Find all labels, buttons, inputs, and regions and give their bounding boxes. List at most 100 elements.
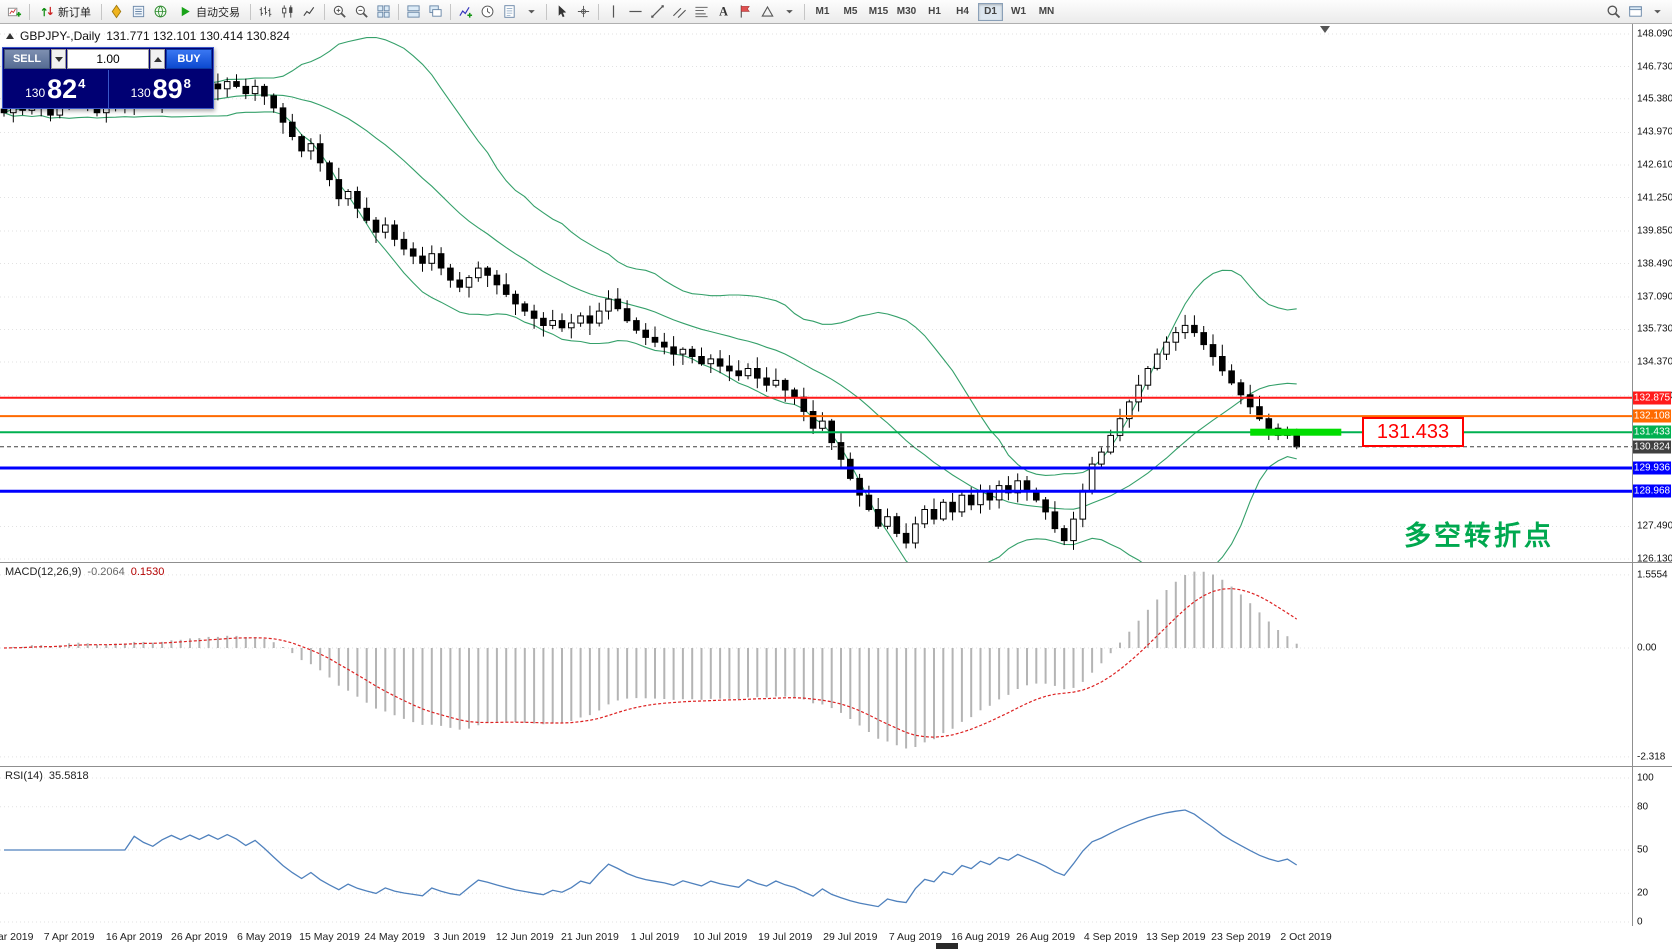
depth-button[interactable]: [128, 2, 149, 22]
turning-point-annotation: 多空转折点: [1404, 521, 1554, 551]
shapes-icon: [760, 4, 775, 19]
panel-splitter-macd[interactable]: [0, 562, 1672, 563]
price-level-label: 129.936: [1633, 461, 1671, 475]
caret-button[interactable]: [521, 2, 542, 22]
arrange-button[interactable]: [403, 2, 424, 22]
fibo-icon: [694, 4, 709, 19]
caret-icon: [1650, 4, 1665, 19]
bars-button[interactable]: [255, 2, 276, 22]
price-axis-tick: 126.130: [1637, 553, 1672, 565]
volume-input[interactable]: [67, 49, 149, 69]
templates-button[interactable]: [499, 2, 520, 22]
crosshair-button[interactable]: [573, 2, 594, 22]
timeframe-m1-button[interactable]: M1: [815, 6, 830, 17]
price-level-callout: 131.433: [1362, 417, 1464, 448]
trendline-button[interactable]: [647, 2, 668, 22]
volume-increase-button[interactable]: [150, 49, 165, 69]
buy-price-display[interactable]: 130 89 8: [130, 73, 191, 104]
toolbar-separator: [250, 3, 251, 20]
price-axis-tick: 134.370: [1637, 356, 1672, 368]
toolbar-separator: [29, 3, 30, 20]
timeframe-mn-button[interactable]: MN: [1038, 6, 1055, 17]
chart-shift-marker-icon[interactable]: [1320, 26, 1330, 33]
volume-decrease-button[interactable]: [51, 49, 66, 69]
caret-up-icon: [153, 56, 162, 62]
timeframe-d1-button[interactable]: D1: [978, 2, 1003, 21]
candles-icon: [280, 4, 295, 19]
price-axis-tick: 143.970: [1637, 126, 1672, 138]
rsi-canvas[interactable]: [0, 766, 1672, 926]
date-axis-label: 6 May 2019: [236, 931, 292, 943]
date-axis-label: 7 Aug 2019: [888, 931, 942, 943]
timeframe-h1-button[interactable]: H1: [928, 6, 941, 17]
toolbar-separator: [598, 3, 599, 20]
workspace-button[interactable]: [1625, 2, 1646, 22]
date-axis-label: 4 Sep 2019: [1083, 931, 1138, 943]
shapes-button[interactable]: [757, 2, 778, 22]
price-axis-tick: 148.090: [1637, 28, 1672, 40]
text-icon: A: [716, 4, 731, 19]
zoom-out-button[interactable]: [351, 2, 372, 22]
channel-button[interactable]: [669, 2, 690, 22]
price-level-label: 132.875: [1633, 391, 1671, 405]
date-axis-label: 1 Jul 2019: [630, 931, 680, 943]
zoom-out-icon: [354, 4, 369, 19]
toolbar-separator: [546, 3, 547, 20]
buy-button[interactable]: BUY: [166, 49, 212, 69]
toolbar-separator: [804, 3, 805, 20]
fibo-button[interactable]: [691, 2, 712, 22]
play-button[interactable]: 自动交易: [172, 2, 246, 22]
chart-window: 148.090 146.730 145.380 143.970 142.610 141.2…: [0, 24, 1672, 951]
vline-button[interactable]: [603, 2, 624, 22]
toolbar-separator: [450, 3, 451, 20]
tile-button[interactable]: [373, 2, 394, 22]
cursor-button[interactable]: [551, 2, 572, 22]
search-button[interactable]: [1603, 2, 1624, 22]
date-axis-label: 28 Mar 2019: [0, 931, 34, 943]
toolbar-separator: [398, 3, 399, 20]
price-axis-tick: 139.850: [1637, 225, 1672, 237]
price-chart-canvas[interactable]: [0, 24, 1672, 562]
new-chart-button[interactable]: [4, 2, 25, 22]
workspace-icon: [1628, 4, 1643, 19]
text-button[interactable]: A: [713, 2, 734, 22]
price-level-label: 132.108: [1633, 409, 1671, 423]
timeframe-w1-button[interactable]: W1: [1011, 6, 1026, 17]
trade-panel-controls: SELL BUY: [3, 48, 213, 70]
caret-button[interactable]: [779, 2, 800, 22]
zoom-in-icon: [332, 4, 347, 19]
panel-splitter-rsi[interactable]: [0, 766, 1672, 767]
price-axis-tick: 135.730: [1637, 323, 1672, 335]
price-axis-tick: 138.490: [1637, 258, 1672, 269]
date-axis-label: 19 Jul 2019: [758, 931, 813, 943]
cursor-icon: [554, 4, 569, 19]
main-toolbar: 新订单 自动交易 A M1 M5 M15 M30 H1 H4 D1 W1 MN: [0, 0, 1672, 24]
price-axis-tick: 145.380: [1637, 93, 1672, 105]
terminal-button[interactable]: [150, 2, 171, 22]
clock-button[interactable]: [477, 2, 498, 22]
timeframe-h4-button[interactable]: H4: [956, 6, 969, 17]
new-order-button[interactable]: 新订单: [34, 2, 97, 22]
timeframe-m15-button[interactable]: M15: [868, 6, 889, 17]
indicators-button[interactable]: [455, 2, 476, 22]
new-order-icon: [40, 4, 55, 19]
timeframe-m5-button[interactable]: M5: [843, 6, 858, 17]
caret-button[interactable]: [1647, 2, 1668, 22]
candles-button[interactable]: [277, 2, 298, 22]
macd-canvas[interactable]: [0, 562, 1672, 766]
toolbar-separator: [324, 3, 325, 20]
cascade-button[interactable]: [425, 2, 446, 22]
symbols-button[interactable]: [106, 2, 127, 22]
label-flag-button[interactable]: [735, 2, 756, 22]
linechart-button[interactable]: [299, 2, 320, 22]
timeframe-m30-button[interactable]: M30: [896, 6, 917, 17]
indicators-icon: [458, 4, 473, 19]
sell-price-display[interactable]: 130 82 4: [3, 70, 109, 108]
zoom-in-button[interactable]: [329, 2, 350, 22]
sell-button[interactable]: SELL: [4, 49, 50, 69]
price-axis-border: [1632, 24, 1633, 951]
horizontal-scrollbar-thumb[interactable]: [936, 943, 958, 949]
trendline-icon: [650, 4, 665, 19]
hline-button[interactable]: [625, 2, 646, 22]
